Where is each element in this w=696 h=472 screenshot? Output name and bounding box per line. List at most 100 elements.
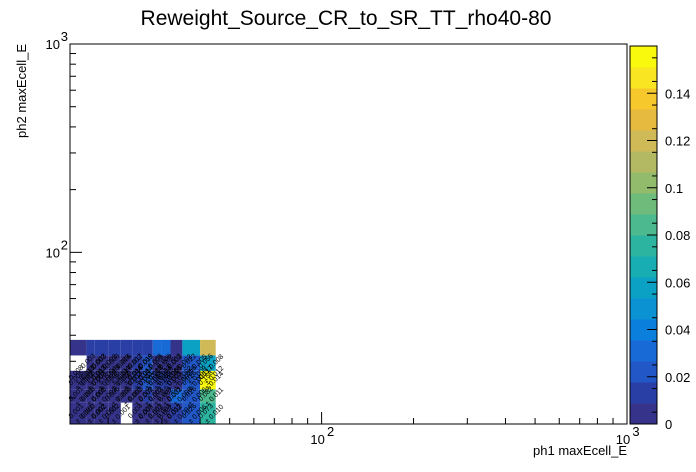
colorbar-segment <box>630 151 657 173</box>
colorbar-segment <box>630 46 657 68</box>
colorbar-segment <box>630 235 657 257</box>
heatmap-cell <box>170 389 183 403</box>
colorbar-segment <box>630 277 657 299</box>
heatmap-cell <box>120 339 133 356</box>
heatmap-cell <box>132 402 143 424</box>
y-tick-label: 10 <box>46 37 60 52</box>
colorbar-segment <box>630 319 657 341</box>
colorbar-tick-label: 0.1 <box>665 181 683 196</box>
heatmap-cell <box>200 389 216 403</box>
heatmap-cell <box>161 370 171 390</box>
heatmap-cell <box>70 389 87 403</box>
y-tick-label-exponent: 2 <box>61 237 68 252</box>
heatmap-cell <box>182 370 201 390</box>
heatmap-cell <box>170 339 183 356</box>
heatmap-cell <box>142 339 153 356</box>
colorbar-segment <box>630 214 657 236</box>
colorbar-tick-label: 0 <box>665 417 672 432</box>
heatmap-cell <box>142 355 153 371</box>
colorbar-tick-label: 0.14 <box>665 86 690 101</box>
heatmap-cell <box>70 402 87 424</box>
heatmap-cell <box>94 339 109 356</box>
colorbar-segment <box>630 382 657 404</box>
colorbar-segment <box>630 256 657 278</box>
heatmap-cell <box>108 402 121 424</box>
heatmap-cell <box>182 339 201 356</box>
x-tick-label-exponent: 3 <box>632 424 639 439</box>
heatmap-cell <box>108 389 121 403</box>
colorbar-tick-label: 0.06 <box>665 275 690 290</box>
heatmap-cell <box>161 389 171 403</box>
colorbar: 0 0.02 0.04 0.06 0.08 0.1 0.12 0.14 <box>629 45 690 432</box>
heatmap-cell <box>94 370 109 390</box>
heatmap-cell <box>161 339 171 356</box>
heatmap-cell <box>200 339 216 356</box>
colorbar-segment <box>630 67 657 89</box>
heatmap-cell <box>182 389 201 403</box>
x-axis-label: ph1 maxEcell_E <box>533 443 627 458</box>
heatmap-cell <box>132 339 143 356</box>
colorbar-segment <box>630 193 657 215</box>
heatmap-cell <box>70 370 87 390</box>
heatmap-cell <box>132 370 143 390</box>
colorbar-tick-label: 0.08 <box>665 228 690 243</box>
heatmap-cell <box>86 370 95 390</box>
heatmap-cell <box>142 370 153 390</box>
colorbar-segment <box>630 403 657 425</box>
heatmap-cell <box>182 355 201 371</box>
heatmap-cell <box>200 370 216 390</box>
y-axis-label: ph2 maxEcell_E <box>14 44 29 138</box>
y-tick-label: 10 <box>46 245 60 260</box>
heatmap-cell <box>108 339 121 356</box>
heatmap-cell <box>161 355 171 371</box>
chart-title: Reweight_Source_CR_to_SR_TT_rho40-80 <box>141 7 552 30</box>
x-tick-label-exponent: 2 <box>327 424 334 439</box>
heatmap-cell <box>86 389 95 403</box>
heatmap-cell <box>182 402 201 424</box>
heatmap-cell <box>142 402 153 424</box>
colorbar-tick-label: 0.02 <box>665 370 690 385</box>
heatmap-cell <box>142 389 153 403</box>
colorbar-segment <box>630 172 657 194</box>
heatmap-cell <box>200 402 216 424</box>
colorbar-segment <box>630 88 657 110</box>
x-tick-label: 10 <box>616 432 630 447</box>
colorbar-segment <box>630 298 657 320</box>
heatmap-cell <box>152 339 162 356</box>
colorbar-segment <box>630 130 657 152</box>
x-tick-label: 10 <box>310 432 324 447</box>
heatmap-cell <box>120 370 133 390</box>
heatmap-cell <box>94 389 109 403</box>
heatmap-cell <box>86 402 95 424</box>
heatmap-cell <box>152 355 162 371</box>
heatmap-cell <box>170 402 183 424</box>
heatmap-cell <box>200 355 216 371</box>
colorbar-tick-label: 0.12 <box>665 134 690 149</box>
heatmap-cell <box>108 370 121 390</box>
colorbar-segment <box>630 340 657 362</box>
heatmap-cells <box>70 339 216 424</box>
colorbar-segment <box>630 109 657 131</box>
heatmap-cell <box>70 339 87 356</box>
heatmap-cell <box>170 355 183 371</box>
heatmap-cell <box>120 355 133 371</box>
heatmap-cell <box>170 370 183 390</box>
heatmap-cell <box>152 370 162 390</box>
heatmap-cell <box>132 355 143 371</box>
heatmap-cell <box>152 402 162 424</box>
heatmap-cell <box>108 355 121 371</box>
colorbar-tick-label: 0.04 <box>665 323 690 338</box>
heatmap-cell <box>86 339 95 356</box>
heatmap-cell <box>94 355 109 371</box>
heatmap-cell <box>94 402 109 424</box>
plot-frame <box>69 43 628 425</box>
colorbar-segment <box>630 361 657 383</box>
heatmap-cell <box>86 355 95 371</box>
heatmap-cell <box>152 389 162 403</box>
heatmap-cell <box>161 402 171 424</box>
y-tick-label-exponent: 3 <box>61 29 68 44</box>
